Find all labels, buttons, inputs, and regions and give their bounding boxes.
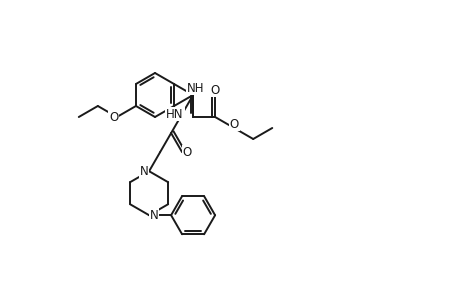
Text: O: O <box>109 110 118 124</box>
Text: N: N <box>150 209 158 222</box>
Text: N: N <box>140 165 148 178</box>
Text: NH: NH <box>187 82 204 94</box>
Text: HN: HN <box>166 108 184 121</box>
Text: O: O <box>182 146 191 159</box>
Text: O: O <box>210 83 219 97</box>
Text: O: O <box>229 118 238 130</box>
